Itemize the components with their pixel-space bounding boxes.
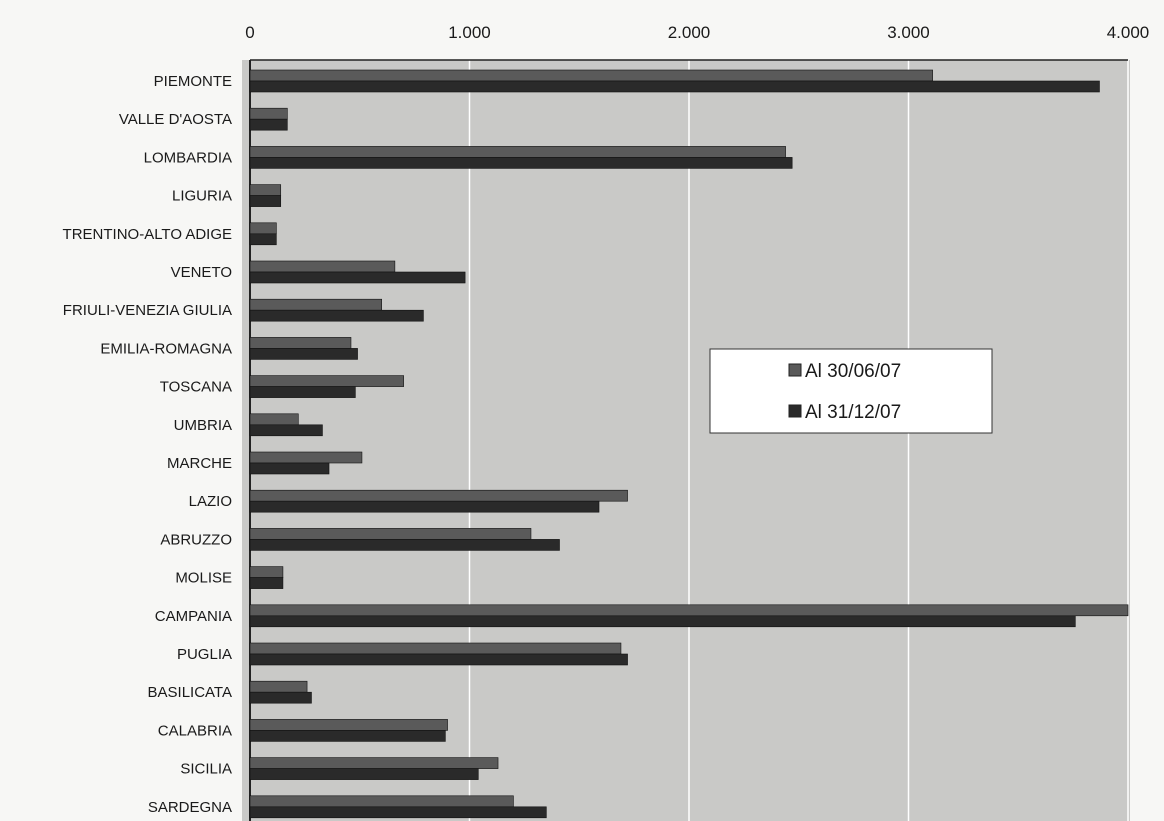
category-label: VENETO xyxy=(171,264,232,281)
bars xyxy=(249,69,1129,819)
bar-series-1 xyxy=(249,337,352,349)
bar-series-2 xyxy=(249,462,330,475)
bar-series-1 xyxy=(249,489,628,502)
category-label: MOLISE xyxy=(175,570,232,587)
bar-series-2 xyxy=(249,730,446,742)
category-label: SARDEGNA xyxy=(148,799,232,816)
category-label: TRENTINO-ALTO ADIGE xyxy=(63,226,232,243)
bar-series-2 xyxy=(249,157,793,169)
bar-series-1 xyxy=(249,719,448,731)
bar-series-1 xyxy=(249,107,288,120)
bar-series-2 xyxy=(249,539,560,551)
bar-series-2 xyxy=(249,386,356,398)
bar-series-1 xyxy=(249,604,1129,617)
category-label: CAMPANIA xyxy=(155,608,232,625)
category-label: EMILIA-ROMAGNA xyxy=(100,340,232,357)
bar-series-2 xyxy=(249,348,358,360)
category-label: MARCHE xyxy=(167,455,232,472)
legend-swatch-series-2 xyxy=(788,404,802,418)
category-label: FRIULI-VENEZIA GIULIA xyxy=(63,302,232,319)
category-label: PUGLIA xyxy=(177,646,232,663)
category-labels: PIEMONTE VALLE D'AOSTA LOMBARDIA LIGURIA TRE… xyxy=(63,73,232,816)
bar-series-1 xyxy=(249,757,499,769)
bar-series-2 xyxy=(249,806,547,819)
bar-series-2 xyxy=(249,768,479,780)
legend-box xyxy=(709,348,993,434)
category-label: LIGURIA xyxy=(172,188,232,205)
bar-series-1 xyxy=(249,184,282,196)
bar-series-2 xyxy=(249,80,1100,93)
category-label: TOSCANA xyxy=(160,379,232,396)
plot-area xyxy=(242,60,1130,821)
category-label: SICILIA xyxy=(180,761,232,778)
bar-series-1 xyxy=(249,566,284,578)
bar-series-2 xyxy=(249,615,1076,628)
category-label: BASILICATA xyxy=(148,684,232,701)
bar-series-2 xyxy=(249,271,466,284)
category-label: UMBRIA xyxy=(174,417,232,434)
bar-series-2 xyxy=(249,195,282,207)
x-axis-ticks: 0 1.000 2.000 3.000 4.000 xyxy=(245,23,1149,42)
legend-label-series-2: Al 31/12/07 xyxy=(805,402,901,423)
bar-series-1 xyxy=(249,795,514,808)
bar-series-2 xyxy=(249,500,600,513)
bar-series-1 xyxy=(249,298,382,311)
x-tick-label: 1.000 xyxy=(448,23,491,42)
bar-series-2 xyxy=(249,118,288,131)
legend-swatch-series-1 xyxy=(788,363,802,377)
bar-series-1 xyxy=(249,375,404,387)
x-tick-label: 0 xyxy=(245,23,254,42)
bar-series-1 xyxy=(249,680,308,693)
bar-series-1 xyxy=(249,642,622,655)
bar-series-1 xyxy=(249,69,933,82)
category-label: CALABRIA xyxy=(158,722,232,739)
legend-label-series-1: Al 30/06/07 xyxy=(805,361,901,382)
bar-series-2 xyxy=(249,577,284,589)
category-label: LOMBARDIA xyxy=(144,149,232,166)
category-label: ABRUZZO xyxy=(160,531,232,548)
legend: Al 30/06/07 Al 31/12/07 xyxy=(709,348,993,434)
bar-series-1 xyxy=(249,222,277,235)
x-tick-label: 4.000 xyxy=(1107,23,1150,42)
bar-series-1 xyxy=(249,451,363,464)
bar-series-2 xyxy=(249,233,277,246)
bar-series-2 xyxy=(249,653,628,666)
x-tick-label: 3.000 xyxy=(887,23,930,42)
category-label: LAZIO xyxy=(189,493,232,510)
category-label: PIEMONTE xyxy=(154,73,232,90)
bar-series-2 xyxy=(249,424,323,437)
bar-series-1 xyxy=(249,528,532,540)
bar-series-1 xyxy=(249,413,299,426)
bar-series-1 xyxy=(249,260,396,273)
bar-series-2 xyxy=(249,691,312,704)
bar-series-2 xyxy=(249,309,424,322)
bar-series-1 xyxy=(249,146,786,158)
category-label: VALLE D'AOSTA xyxy=(119,111,232,128)
x-tick-label: 2.000 xyxy=(668,23,711,42)
